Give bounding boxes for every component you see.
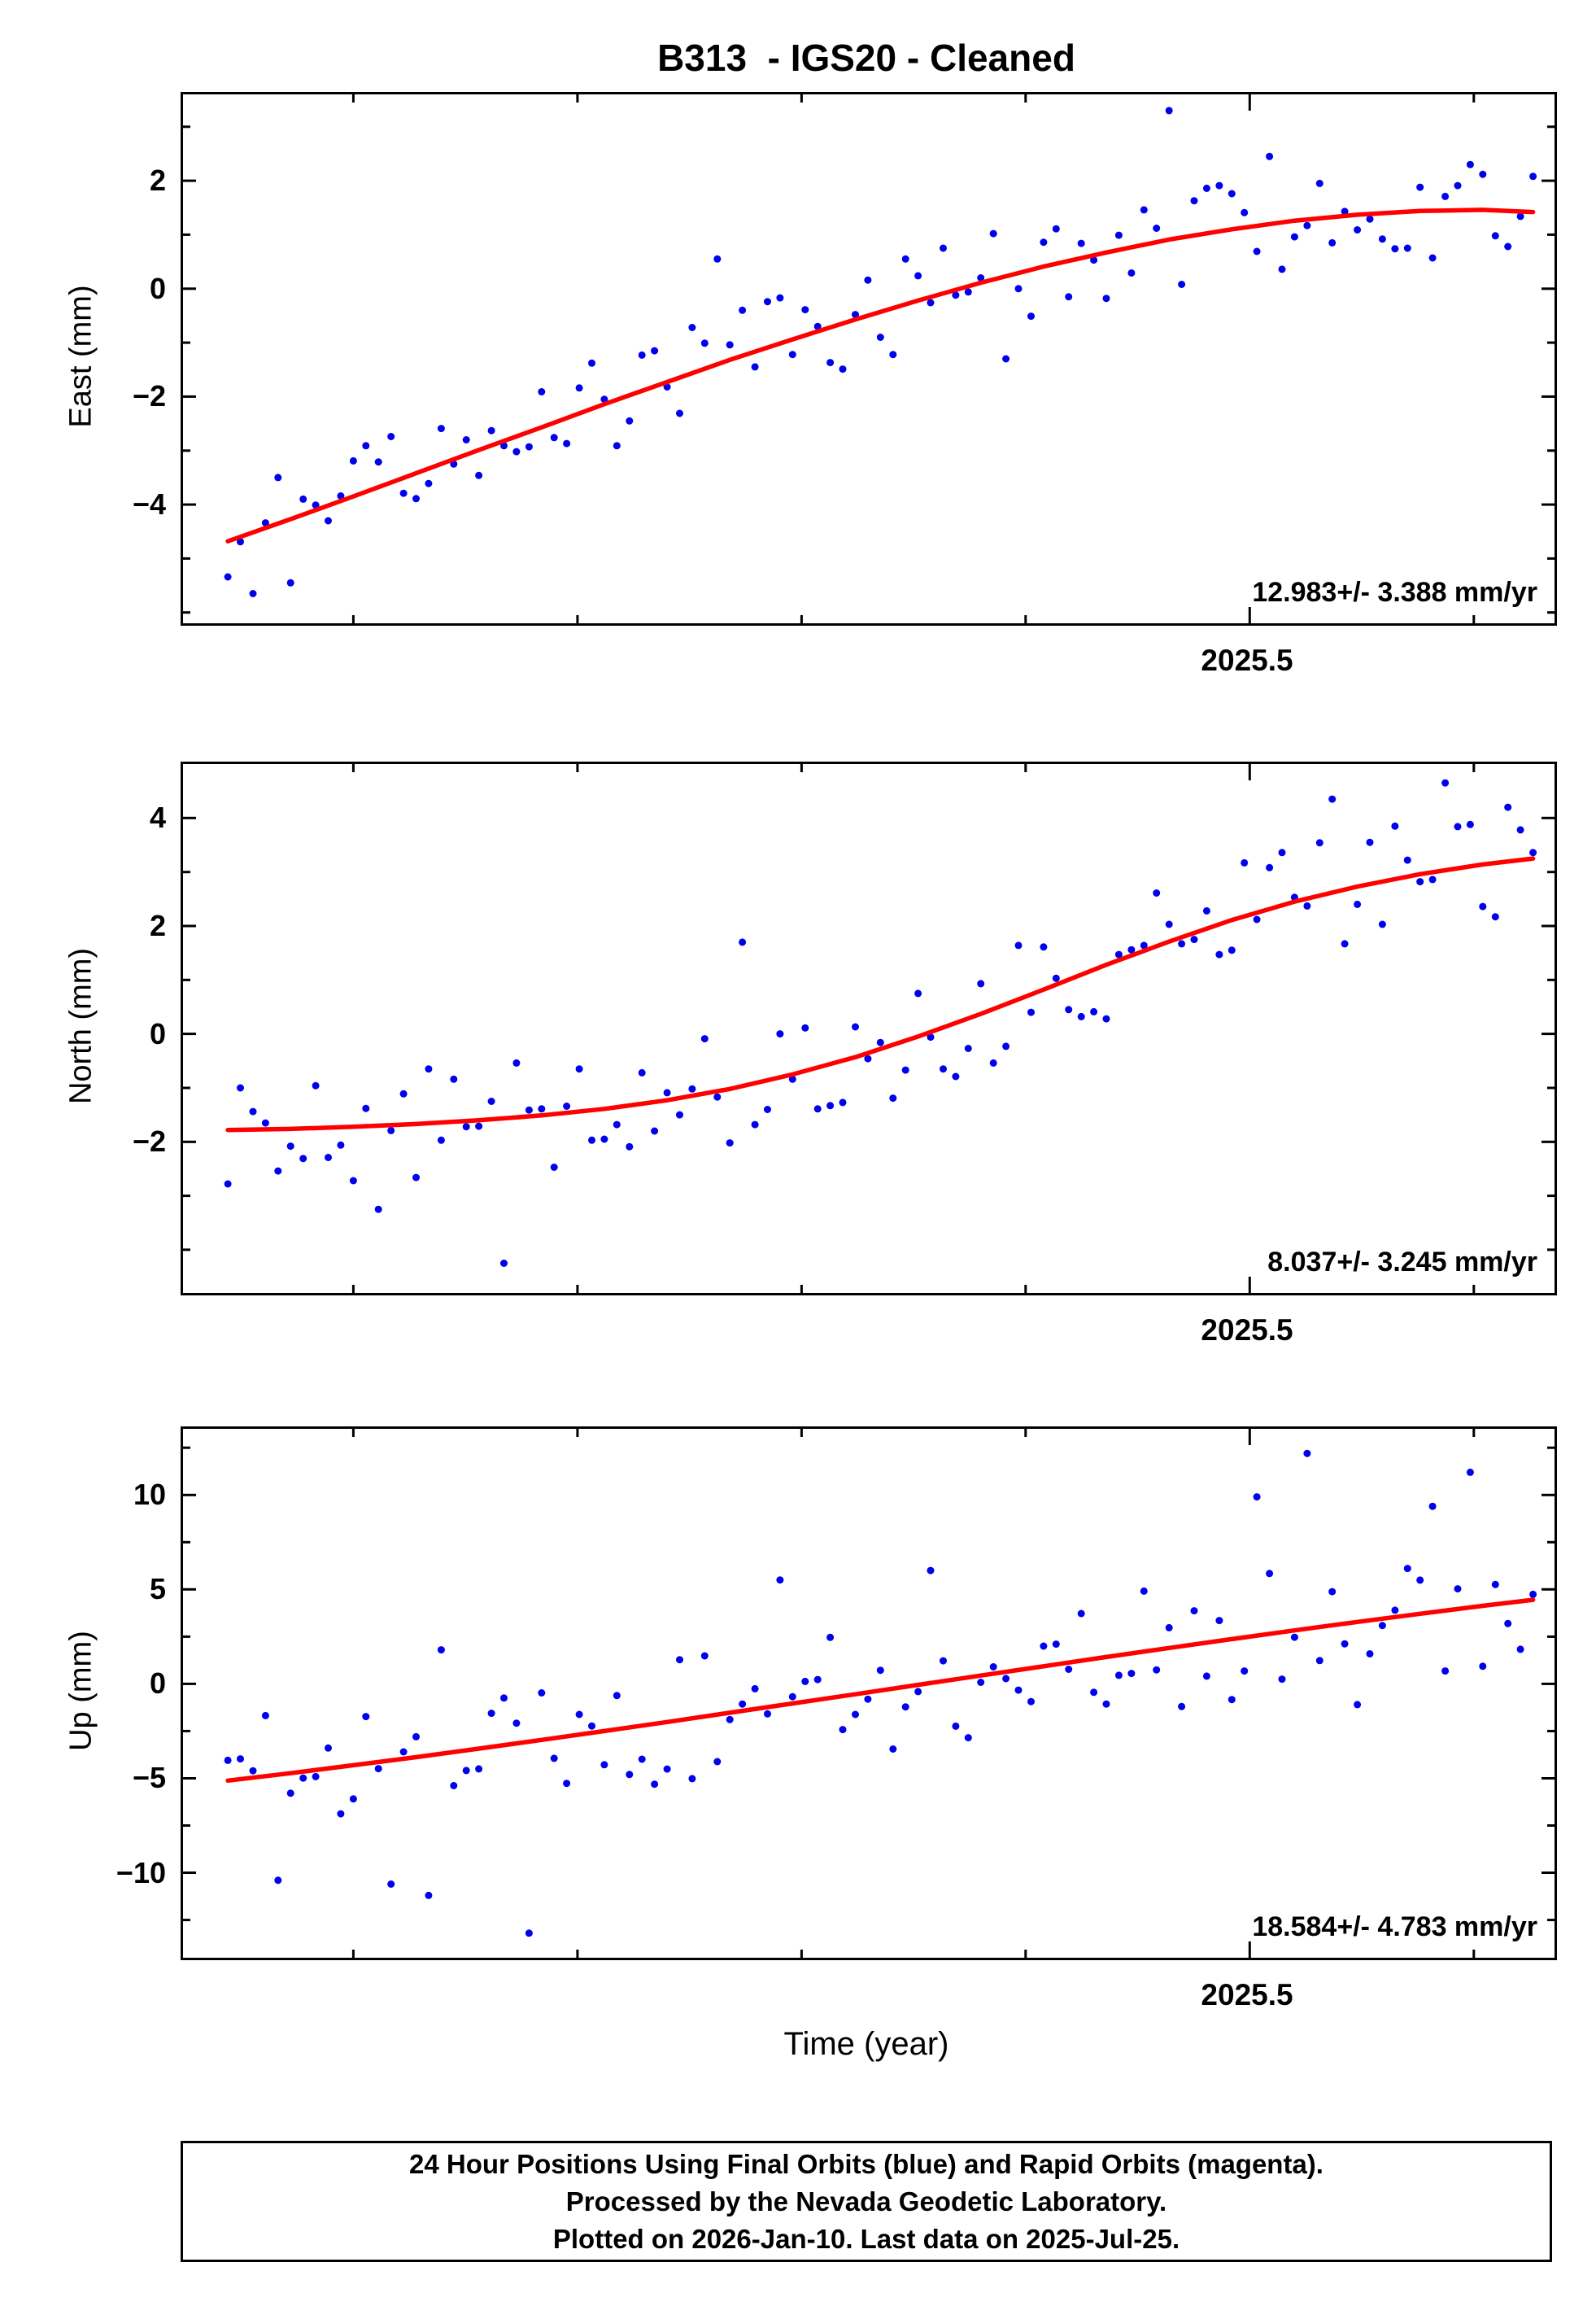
y-tick-label: −2 — [132, 379, 166, 413]
rate-annotation-up: 18.584+/- 4.783 mm/yr — [1252, 1911, 1537, 1942]
plot-title: B313 - IGS20 - Cleaned — [657, 37, 1075, 79]
caption-box: 24 Hour Positions Using Final Orbits (bl… — [181, 2141, 1552, 2262]
plot-east — [183, 94, 1555, 623]
caption-line-1: 24 Hour Positions Using Final Orbits (bl… — [409, 2148, 1323, 2179]
y-tick-label: 2 — [149, 908, 166, 942]
y-tick-label: 0 — [149, 1016, 166, 1050]
y-tick-label: −2 — [132, 1125, 166, 1159]
y-tick-label: −5 — [132, 1761, 166, 1795]
x-tick-label: 2025.5 — [1201, 1313, 1293, 1347]
y-tick-label: 4 — [149, 801, 166, 835]
rate-annotation-north: 8.037+/- 3.245 mm/yr — [1267, 1247, 1537, 1277]
x-axis-title: Time (year) — [783, 2026, 949, 2062]
rate-annotation-east: 12.983+/- 3.388 mm/yr — [1252, 577, 1537, 608]
panel-north: North (mm) −2 0 2 4 8.037+/- 3.245 mm/yr 20… — [0, 762, 1596, 1347]
panel-up: Up (mm) −10 −5 0 5 10 18.584+/- 4.783 mm/yr … — [0, 1426, 1596, 2012]
y-tick-label: 2 — [149, 164, 166, 198]
caption-line-3: Plotted on 2026-Jan-10. Last data on 202… — [552, 2223, 1180, 2254]
y-tick-label: −4 — [132, 487, 166, 522]
plot-north — [183, 764, 1555, 1293]
x-tick-label: 2025.5 — [1201, 1978, 1293, 2011]
y-tick-labels-north: −2 0 2 4 — [0, 762, 166, 1295]
y-tick-label: 0 — [149, 1666, 166, 1701]
y-tick-labels-up: −10 −5 0 5 10 — [0, 1426, 166, 1960]
plot-frame-east — [181, 92, 1557, 626]
y-tick-label: 5 — [149, 1572, 166, 1606]
x-tick-label: 2025.5 — [1201, 644, 1293, 677]
plot-frame-up — [181, 1426, 1557, 1960]
y-tick-label: 0 — [149, 271, 166, 305]
y-tick-label: 10 — [133, 1478, 166, 1512]
plot-frame-north — [181, 762, 1557, 1295]
panel-east: East (mm) −4 −2 0 2 12.983+/- 3.388 mm/yr 2… — [0, 92, 1596, 678]
y-tick-labels-east: −4 −2 0 2 — [0, 92, 166, 626]
y-tick-label: −10 — [116, 1855, 166, 1889]
caption-line-2: Processed by the Nevada Geodetic Laborat… — [565, 2186, 1167, 2216]
plot-up — [183, 1429, 1555, 1958]
